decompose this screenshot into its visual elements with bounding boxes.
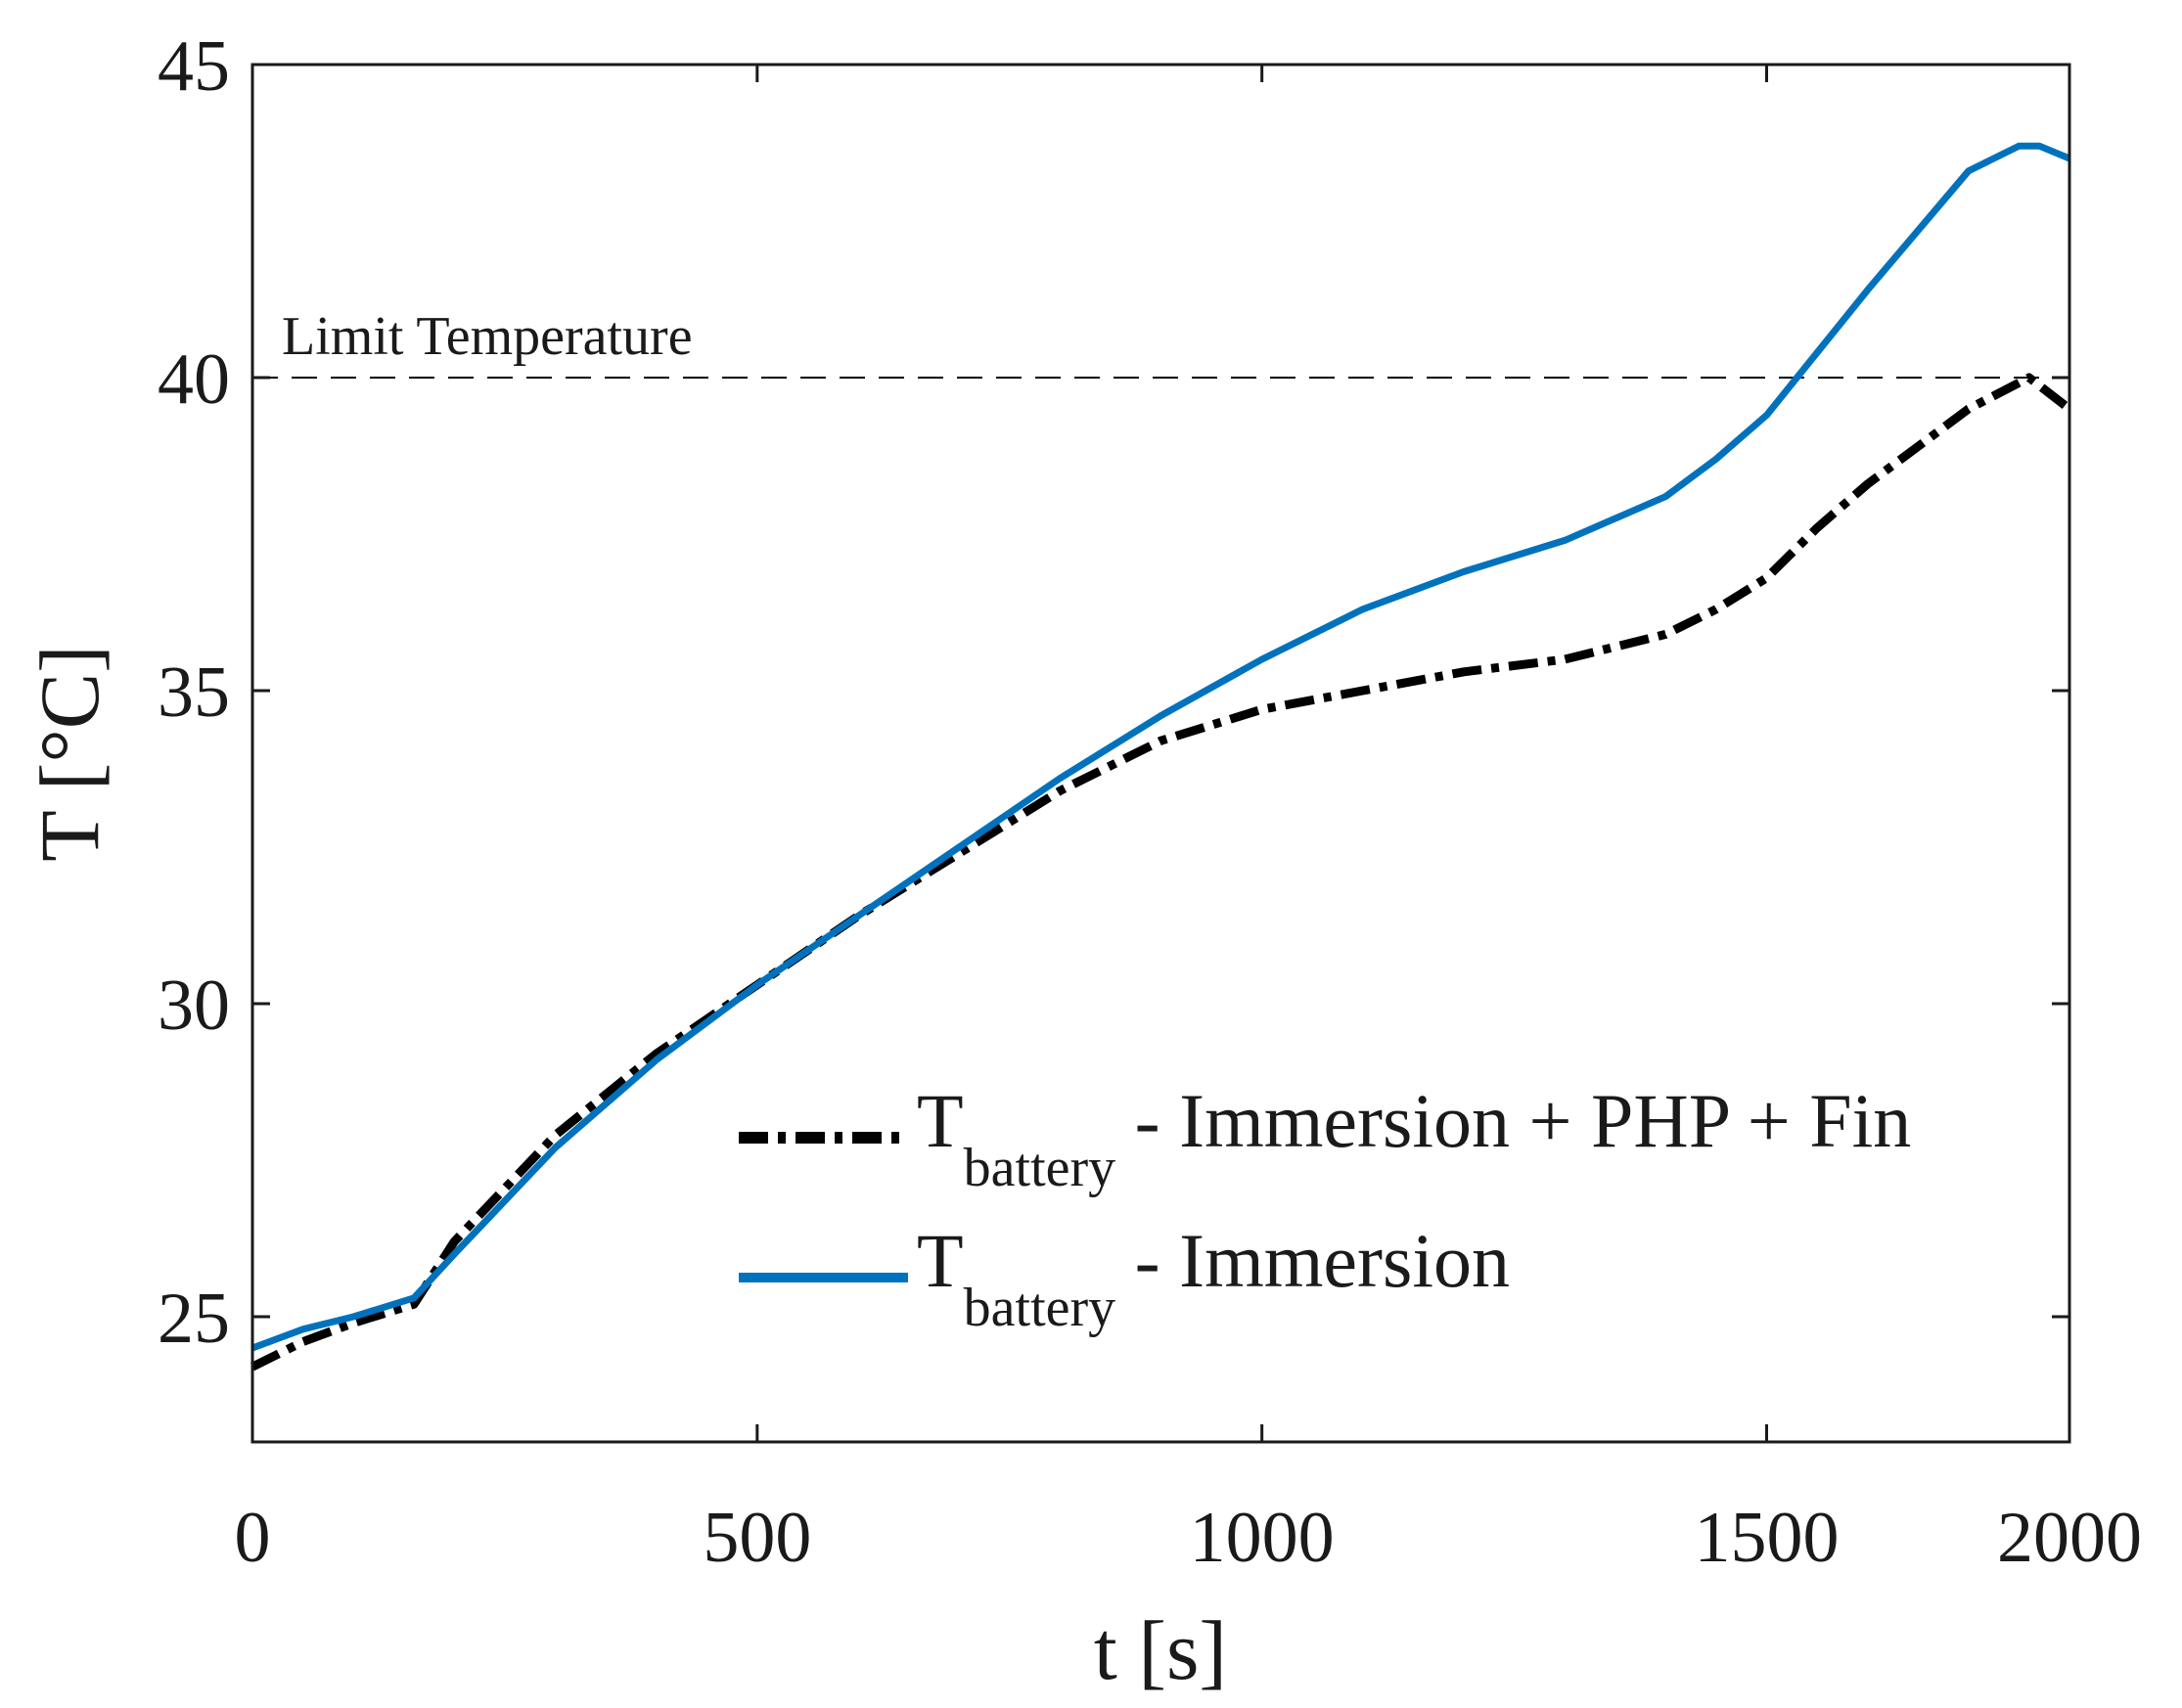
legend-label-php-fin: Tbattery - Immersion + PHP + Fin [917, 1078, 1911, 1198]
y-tick-label: 45 [158, 26, 230, 107]
series-line-immersion [250, 142, 2071, 1352]
y-axis-label: T [°C] [23, 645, 116, 862]
legend-sub-immersion: battery [964, 1278, 1115, 1338]
plot-lines [250, 142, 2072, 1371]
legend-main-immersion: T [917, 1218, 964, 1303]
legend-sub-php-fin: battery [964, 1138, 1115, 1198]
y-tick-label: 40 [158, 339, 230, 420]
plot-frame [250, 63, 2071, 1444]
legend-label-immersion: Tbattery - Immersion [917, 1218, 1510, 1338]
y-tick-label: 30 [158, 966, 230, 1046]
legend: Tbattery - Immersion + PHP + Fin Tbatter… [739, 1078, 1911, 1338]
y-tick-label: 35 [158, 652, 230, 733]
legend-main-php-fin: T [917, 1078, 964, 1163]
axis-ticks [250, 63, 2069, 1442]
x-tick-label: 2000 [1997, 1498, 2142, 1578]
legend-rest-php-fin: - Immersion + PHP + Fin [1115, 1078, 1911, 1163]
y-tick-label: 25 [158, 1279, 230, 1359]
series-line-immersion-php-fin [250, 373, 2072, 1371]
x-tick-label: 500 [703, 1498, 811, 1578]
axis-tick-labels: 0 500 1000 1500 2000 25 30 35 40 45 [158, 26, 2142, 1578]
limit-temperature-label: Limit Temperature [282, 306, 693, 367]
x-axis-label: t [s] [1094, 1603, 1227, 1697]
legend-rest-immersion: - Immersion [1115, 1218, 1510, 1303]
x-tick-label: 1500 [1695, 1498, 1840, 1578]
x-tick-label: 1000 [1190, 1498, 1335, 1578]
x-tick-label: 0 [235, 1498, 271, 1578]
